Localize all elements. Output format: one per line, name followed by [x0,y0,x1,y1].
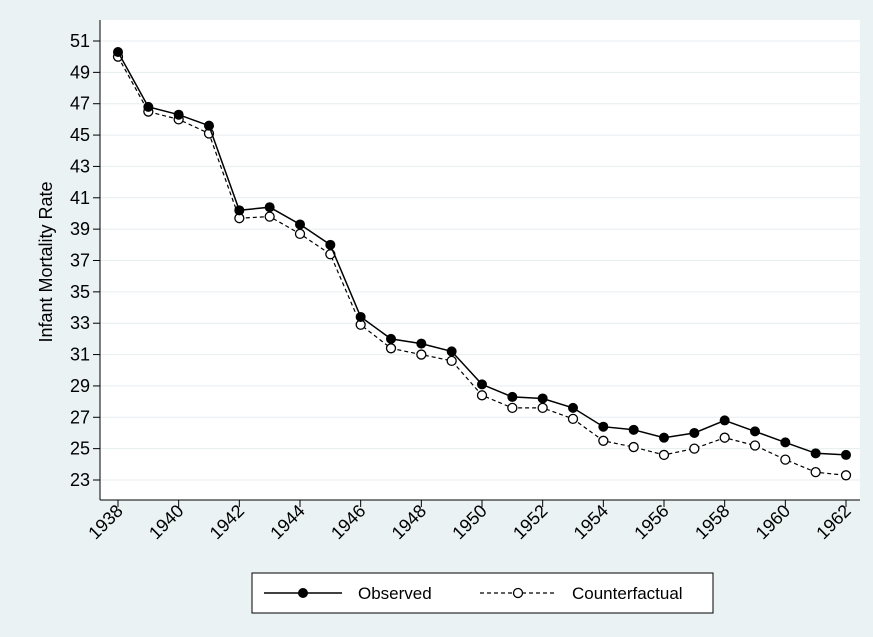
data-point-observed [264,202,275,213]
data-point-observed [659,432,669,443]
data-point-counterfactual [476,390,488,401]
data-point-observed [325,239,336,250]
y-tick-label: 31 [70,345,90,365]
data-point-counterfactual [840,470,852,481]
y-axis-title: Infant Mortality Rate [36,181,56,342]
data-point-observed [537,393,548,404]
x-tick-label: 1948 [388,501,430,543]
y-tick-label: 51 [70,31,90,51]
data-point-counterfactual [446,355,457,366]
data-point-counterfactual [598,435,609,446]
data-point-observed [750,426,760,437]
x-tick-label: 1954 [570,501,612,543]
data-point-counterfactual [507,402,518,414]
y-tick-label: 33 [70,313,90,333]
data-point-observed [628,424,639,435]
legend-observed-label: Observed [358,584,432,603]
y-tick-label: 23 [70,470,90,490]
y-tick-label: 37 [70,251,90,271]
legend: Observed Counterfactual [251,572,714,614]
data-point-observed [719,415,730,426]
data-point-counterfactual [780,454,791,465]
data-point-observed [477,379,487,390]
x-tick-label: 1956 [630,501,672,543]
data-point-counterfactual [810,467,821,478]
data-point-observed [234,205,245,216]
x-axis: 1938 1940 1942 1944 1946 1948 1950 1952 1954 1956… [84,499,860,543]
series-lines [112,46,852,481]
data-point-counterfactual [416,349,427,360]
grid-lines [100,40,860,481]
x-tick-label: 1938 [84,501,126,543]
data-point-observed [173,109,184,120]
data-point-counterfactual [264,211,275,222]
data-point-counterfactual [689,443,700,454]
data-point-counterfactual [294,228,306,239]
data-point-counterfactual [658,449,670,461]
data-point-observed [204,120,214,131]
data-point-observed [780,437,791,448]
legend-counterfactual-marker [512,587,524,599]
y-tick-label: 49 [70,62,90,82]
y-tick-label: 25 [70,439,90,459]
x-tick-label: 1942 [206,501,248,543]
legend-counterfactual-label: Counterfactual [572,584,683,603]
x-tick-label: 1940 [145,501,187,543]
legend-observed-marker [298,588,308,598]
data-point-observed [295,219,305,230]
x-tick-label: 1952 [509,501,551,543]
data-point-observed [113,46,123,57]
x-tick-label: 1958 [691,501,733,543]
y-tick-label: 29 [70,376,90,396]
data-point-observed [416,338,427,349]
y-tick-label: 27 [70,407,90,427]
y-tick-label: 47 [70,94,90,114]
data-point-counterfactual [537,402,548,414]
x-tick-label: 1950 [448,501,490,543]
data-point-counterfactual [385,343,397,354]
data-point-counterfactual [749,440,761,451]
data-point-observed [143,101,154,112]
data-point-counterfactual [567,413,579,425]
y-tick-label: 39 [70,219,90,239]
data-point-observed [446,346,457,357]
data-point-observed [386,333,396,344]
x-tick-label: 1944 [266,501,308,543]
data-point-counterfactual [719,432,730,443]
data-point-observed [598,421,609,432]
x-tick-label: 1946 [327,501,369,543]
y-axis: 23 25 27 29 31 33 35 37 39 41 43 45 47 49 51 [70,20,101,500]
data-point-observed [507,391,518,402]
y-tick-label: 35 [70,282,90,302]
data-point-counterfactual [628,441,639,453]
y-tick-label: 45 [70,125,90,145]
x-tick-label: 1960 [752,501,794,543]
data-point-observed [568,402,578,413]
y-tick-label: 43 [70,156,90,176]
data-point-observed [810,448,821,459]
data-point-observed [355,311,366,322]
data-point-observed [841,449,851,460]
data-point-observed [689,427,700,438]
x-tick-label: 1962 [812,501,854,543]
y-tick-label: 41 [70,188,90,208]
